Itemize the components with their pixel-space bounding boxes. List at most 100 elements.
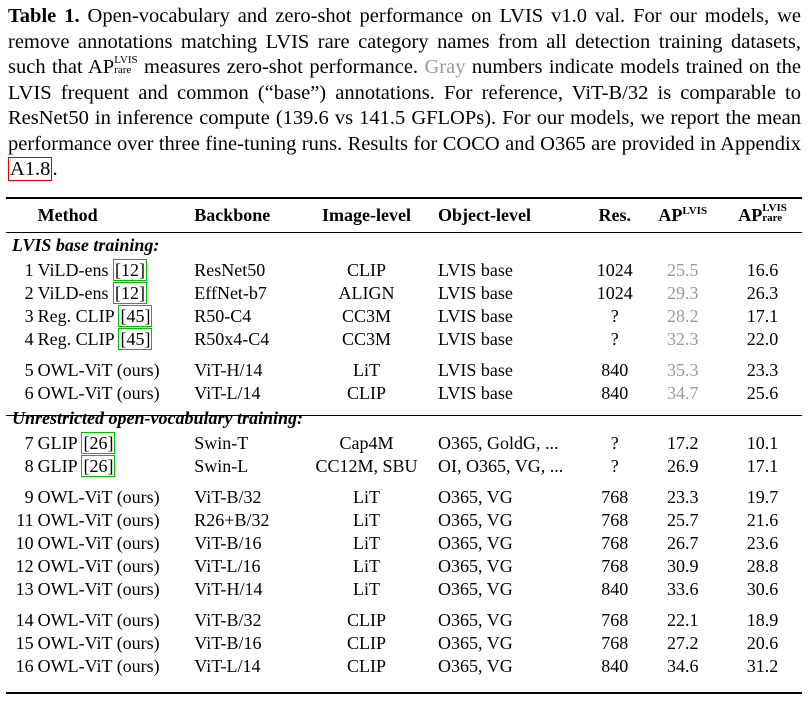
ap-cell: 33.6 xyxy=(666,579,699,599)
res-cell: 768 xyxy=(601,533,629,553)
row-index: 10 xyxy=(15,533,34,553)
method-cell: Reg. CLIP [45] xyxy=(38,305,195,328)
section-rule xyxy=(6,415,802,416)
ap-rare-cell: 26.3 xyxy=(746,283,779,303)
row-index: 4 xyxy=(24,329,34,349)
method-name: OWL-ViT (ours) xyxy=(37,487,160,507)
backbone-cell: ViT-B/32 xyxy=(194,487,262,507)
backbone-cell: ViT-L/16 xyxy=(194,556,261,576)
results-table: Method Backbone Image-level Object-level… xyxy=(6,199,802,678)
row-index: 9 xyxy=(24,487,34,507)
bottom-rule xyxy=(6,692,802,694)
citation-number: 26 xyxy=(89,456,108,476)
image-level-cell: Cap4M xyxy=(339,433,394,453)
method-cell: OWL-ViT (ours) xyxy=(38,509,195,532)
citation-link[interactable]: [12] xyxy=(113,259,148,281)
citation-link[interactable]: [26] xyxy=(81,432,116,454)
method-name: OWL-ViT (ours) xyxy=(37,633,160,653)
table-row: 16 OWL-ViT (ours) ViT-L/14 CLIP O365, VG 840 3… xyxy=(6,655,802,678)
backbone-cell: R50-C4 xyxy=(194,306,252,326)
res-cell: 840 xyxy=(601,579,629,599)
ap-rare-cell: 19.7 xyxy=(746,487,779,507)
row-index: 7 xyxy=(24,433,34,453)
image-level-cell: LiT xyxy=(353,360,381,380)
image-level-cell: CLIP xyxy=(347,260,387,280)
row-index: 8 xyxy=(24,456,34,476)
image-level-cell: CLIP xyxy=(347,383,387,403)
method-name: ViLD-ens xyxy=(37,283,109,303)
method-name: GLIP xyxy=(37,456,77,476)
table-caption: Table 1. Open-vocabulary and zero-shot p… xyxy=(8,5,801,181)
object-level-cell: O365, VG xyxy=(438,579,513,599)
object-level-cell: O365, VG xyxy=(438,633,513,653)
res-cell: ? xyxy=(610,433,619,453)
citation-link[interactable]: [45] xyxy=(118,328,153,350)
ap-rare-symbol: LVIS rare xyxy=(114,54,138,77)
table-row: 7 GLIP [26] Swin-T Cap4M O365, GoldG, ...? 17… xyxy=(6,432,802,455)
ap-cell: 32.3 xyxy=(666,329,699,349)
backbone-cell: ViT-B/16 xyxy=(194,533,262,553)
table-row: 1 ViLD-ens [12] ResNet50 CLIP LVIS base 1024 2… xyxy=(6,259,802,282)
object-level-cell: O365, VG xyxy=(438,533,513,553)
header-res: Res. xyxy=(598,205,631,225)
image-level-cell: LiT xyxy=(353,579,381,599)
caption-text-b: measures zero-shot performance. xyxy=(137,56,425,78)
object-level-cell: LVIS base xyxy=(438,329,513,349)
ap-rare-cell: 17.1 xyxy=(746,456,779,476)
row-index: 15 xyxy=(15,633,34,653)
res-cell: 1024 xyxy=(596,260,633,280)
res-cell: 768 xyxy=(601,556,629,576)
ap-cell: 29.3 xyxy=(666,283,699,303)
ap-rare-cell: 22.0 xyxy=(746,329,779,349)
table-row: 14 OWL-ViT (ours) ViT-B/32 CLIP O365, VG 768 2… xyxy=(6,609,802,632)
ap-cell: 26.7 xyxy=(666,533,699,553)
header-ap-rare: APLVIS rare xyxy=(738,202,787,225)
citation-link[interactable]: [12] xyxy=(113,282,148,304)
row-gap xyxy=(6,478,802,486)
header-ap: APLVIS xyxy=(658,205,708,225)
image-level-cell: CLIP xyxy=(347,656,387,676)
method-name: OWL-ViT (ours) xyxy=(37,579,160,599)
method-name: OWL-ViT (ours) xyxy=(37,610,160,630)
image-level-cell: CC3M xyxy=(342,329,392,349)
caption-text-a: Open-vocabulary and zero-shot performanc… xyxy=(8,5,801,78)
image-level-cell: CLIP xyxy=(347,610,387,630)
backbone-cell: ResNet50 xyxy=(194,260,266,280)
row-index: 3 xyxy=(24,306,34,326)
backbone-cell: ViT-L/14 xyxy=(194,383,261,403)
table-row: 13 OWL-ViT (ours) ViT-H/14 LiT O365, VG 840 33… xyxy=(6,578,802,601)
backbone-cell: ViT-B/16 xyxy=(194,633,262,653)
citation-link[interactable]: [26] xyxy=(81,455,116,477)
image-level-cell: CLIP xyxy=(347,633,387,653)
method-name: GLIP xyxy=(37,433,77,453)
res-cell: 768 xyxy=(601,510,629,530)
res-cell: 840 xyxy=(601,656,629,676)
caption-text-c: numbers indicate models trained on the L… xyxy=(8,56,801,155)
object-level-cell: OI, O365, VG, ... xyxy=(438,456,564,476)
section-title: Unrestricted open-vocabulary training: xyxy=(12,408,303,428)
table-row: 4 Reg. CLIP [45] R50x4-C4 CC3M LVIS base? 32.… xyxy=(6,328,802,351)
table-row: 2 ViLD-ens [12] EffNet-b7 ALIGN LVIS base 102… xyxy=(6,282,802,305)
backbone-cell: ViT-B/32 xyxy=(194,610,262,630)
ap-cell: 25.7 xyxy=(666,510,699,530)
method-cell: OWL-ViT (ours) xyxy=(38,609,195,632)
image-level-cell: CC12M, SBU xyxy=(315,456,418,476)
table-row: 3 Reg. CLIP [45] R50-C4 CC3M LVIS base? 28.2 1… xyxy=(6,305,802,328)
ap-rare-cell: 31.2 xyxy=(746,656,779,676)
method-cell: Reg. CLIP [45] xyxy=(38,328,195,351)
row-index: 16 xyxy=(15,656,34,676)
object-level-cell: O365, VG xyxy=(438,656,513,676)
citation-number: 12 xyxy=(121,283,140,303)
method-cell: OWL-ViT (ours) xyxy=(38,655,195,678)
table-row: 12 OWL-ViT (ours) ViT-L/16 LiT O365, VG 768 30… xyxy=(6,555,802,578)
method-cell: ViLD-ens [12] xyxy=(38,282,195,305)
ap-cell: 27.2 xyxy=(666,633,699,653)
image-level-cell: CC3M xyxy=(342,306,392,326)
appendix-link[interactable]: A1.8 xyxy=(8,157,53,181)
res-cell: ? xyxy=(610,329,619,349)
citation-link[interactable]: [45] xyxy=(118,305,153,327)
ap-rare-cell: 23.3 xyxy=(746,360,779,380)
object-level-cell: LVIS base xyxy=(438,283,513,303)
ap-cell: 28.2 xyxy=(666,306,699,326)
image-level-cell: ALIGN xyxy=(338,283,395,303)
